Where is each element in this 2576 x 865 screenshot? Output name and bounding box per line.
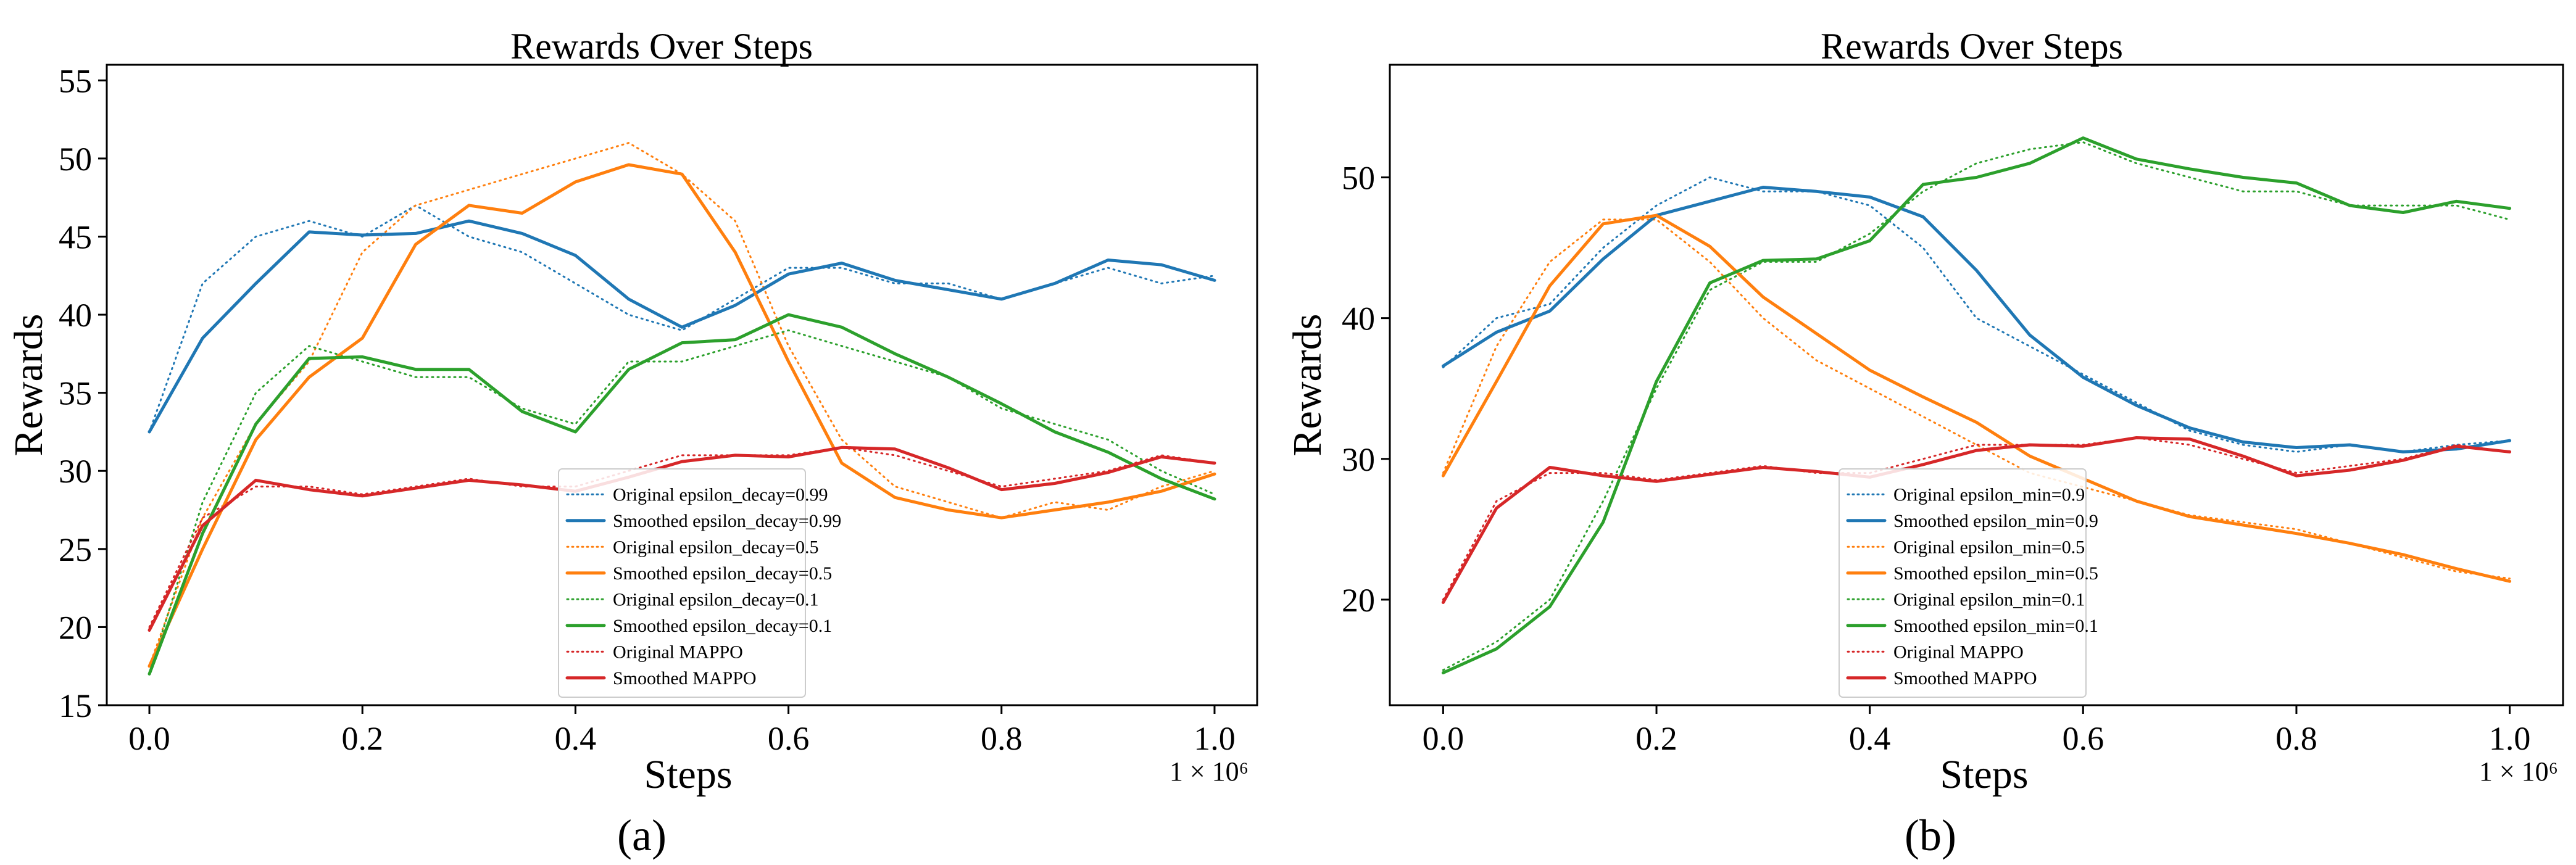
legend-b: Original epsilon_min=0.9 Smoothed epsilon… <box>1839 468 2098 698</box>
chart-panel-a: Rewards Over Steps 0.0 0.2 0.4 0.6 0.8 1.0 15… <box>6 26 1258 860</box>
x-tick-label: 0.8 <box>2275 720 2317 757</box>
x-tick-label: 0.2 <box>1635 720 1677 757</box>
series-line-b-2 <box>1441 186 2512 453</box>
x-axis-label-b: Steps <box>1940 752 2028 797</box>
chart-panel-b: Rewards Over Steps 0.0 0.2 0.4 0.6 0.8 1.0 20… <box>1285 26 2564 860</box>
series-line-a-8 <box>147 445 1216 632</box>
y-axis-label-b: Rewards <box>1285 314 1330 457</box>
y-tick-label: 50 <box>1342 160 1375 197</box>
legend-label: Smoothed MAPPO <box>613 668 757 689</box>
panel-label-a: (a) <box>617 811 667 860</box>
plot-frame-b <box>1389 64 2564 706</box>
y-tick-label: 30 <box>1342 441 1375 478</box>
legend-box <box>558 468 806 698</box>
x-tick-label: 0.2 <box>341 720 383 757</box>
series-line-b-1 <box>1442 176 2511 453</box>
legend-label: Smoothed epsilon_decay=0.1 <box>613 616 832 636</box>
y-tick-label: 30 <box>59 453 92 490</box>
legend-a: Original epsilon_decay=0.99 Smoothed epsi… <box>558 468 841 698</box>
x-ticks-b: 0.0 0.2 0.4 0.6 0.8 1.0 <box>1423 705 2531 757</box>
x-multiplier-b: 1 × 10⁶ <box>2479 756 2558 787</box>
legend-box <box>1839 468 2087 698</box>
legend-label: Smoothed epsilon_min=0.5 <box>1893 563 2098 584</box>
y-tick-label: 25 <box>59 531 92 568</box>
legend-label: Smoothed epsilon_min=0.1 <box>1893 616 2098 636</box>
x-tick-label: 1.0 <box>2489 720 2531 757</box>
x-tick-label: 0.4 <box>555 720 597 757</box>
legend-label: Smoothed MAPPO <box>1893 668 2037 689</box>
x-ticks-a: 0.0 0.2 0.4 0.6 0.8 1.0 <box>128 705 1236 757</box>
y-tick-label: 15 <box>59 687 92 724</box>
series-line-a-1 <box>148 204 1216 433</box>
y-ticks-b: 20 30 40 50 <box>1342 160 1390 619</box>
x-tick-label: 0.0 <box>1423 720 1465 757</box>
series-line-a-5 <box>148 329 1216 675</box>
legend-label: Original epsilon_decay=0.99 <box>613 484 828 505</box>
legend-label: Original epsilon_min=0.9 <box>1893 484 2085 505</box>
x-tick-label: 0.0 <box>128 720 170 757</box>
legend-label: Original MAPPO <box>613 642 743 662</box>
legend-label: Original epsilon_min=0.5 <box>1893 537 2085 557</box>
x-tick-label: 0.6 <box>2063 720 2104 757</box>
legend-label: Smoothed epsilon_decay=0.5 <box>613 563 832 584</box>
chart-title-a: Rewards Over Steps <box>510 26 813 67</box>
series-line-a-7 <box>148 446 1216 628</box>
y-ticks-a: 15 20 25 30 35 40 45 50 55 <box>59 62 107 724</box>
y-tick-label: 50 <box>59 141 92 178</box>
chart-title-b: Rewards Over Steps <box>1821 26 2123 67</box>
y-tick-label: 45 <box>59 218 92 255</box>
legend-label: Original epsilon_min=0.1 <box>1893 589 2085 610</box>
plot-frame-a <box>106 64 1258 706</box>
y-tick-label: 40 <box>59 297 92 334</box>
series-line-a-2 <box>147 219 1216 434</box>
y-tick-label: 40 <box>1342 300 1375 337</box>
x-axis-label-a: Steps <box>644 752 732 797</box>
x-multiplier-a: 1 × 10⁶ <box>1170 756 1249 787</box>
series-line-b-4 <box>1441 213 2512 583</box>
x-tick-label: 0.4 <box>1849 720 1891 757</box>
x-tick-label: 1.0 <box>1194 720 1236 757</box>
series-layer-a <box>147 142 1216 676</box>
legend-label: Smoothed epsilon_decay=0.99 <box>613 511 841 531</box>
y-tick-label: 35 <box>59 375 92 412</box>
series-layer-b <box>1441 136 2512 674</box>
y-tick-label: 20 <box>59 609 92 646</box>
x-tick-label: 0.6 <box>768 720 810 757</box>
x-tick-label: 0.8 <box>981 720 1023 757</box>
y-axis-label-a: Rewards <box>6 314 51 457</box>
series-line-a-4 <box>147 163 1216 668</box>
legend-label: Smoothed epsilon_min=0.9 <box>1893 511 2098 531</box>
legend-label: Original MAPPO <box>1893 642 2024 662</box>
legend-label: Original epsilon_decay=0.1 <box>613 589 819 610</box>
y-tick-label: 55 <box>59 62 92 99</box>
y-tick-label: 20 <box>1342 582 1375 619</box>
legend-label: Original epsilon_decay=0.5 <box>613 537 819 557</box>
series-line-b-8 <box>1441 436 2512 604</box>
series-line-a-6 <box>147 313 1216 676</box>
panel-label-b: (b) <box>1905 811 1956 860</box>
series-line-b-6 <box>1441 136 2512 674</box>
series-line-b-5 <box>1442 141 2511 671</box>
